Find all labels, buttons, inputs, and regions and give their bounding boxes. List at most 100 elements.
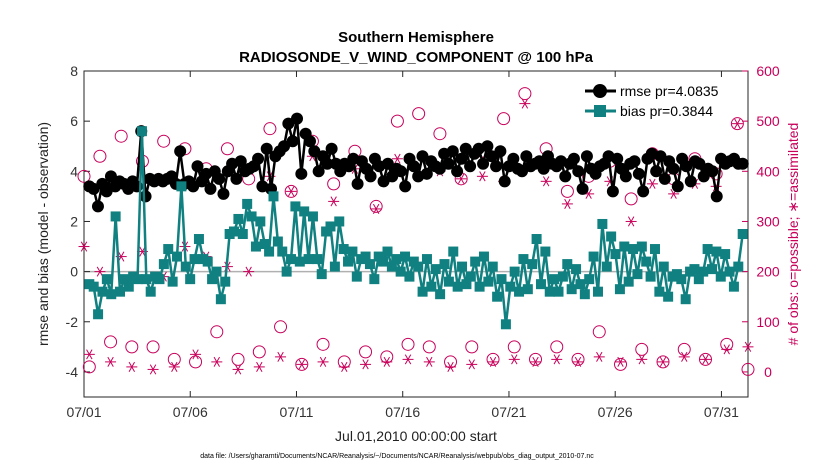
rmse-point (312, 165, 325, 178)
rmse-point (433, 162, 446, 175)
legend-bias-label: bias pr=0.3844 (620, 103, 713, 119)
asterisk-stroke (532, 356, 539, 367)
chart-title: Southern Hemisphere (338, 29, 494, 46)
y-right-tick-label: 500 (756, 113, 780, 129)
y-right-tick-label: 0 (764, 364, 772, 380)
bias-point (584, 274, 595, 285)
count-assimilated-marker (105, 356, 117, 367)
bias-point (500, 319, 511, 330)
bias-point (658, 261, 669, 272)
x-tick-label: 07/16 (385, 404, 420, 420)
bias-point (233, 213, 244, 224)
bias-point (329, 261, 340, 272)
bias-point (281, 266, 292, 277)
y-right-tick-label: 600 (756, 63, 780, 79)
count-assimilated-marker (275, 351, 287, 362)
y-tick-label: 8 (70, 63, 78, 79)
asterisk-stroke (681, 351, 688, 362)
count-possible-marker (507, 340, 521, 354)
asterisk-stroke (362, 359, 369, 370)
bias-point (176, 181, 187, 192)
y-right-tick-label: 300 (756, 213, 780, 229)
count-assimilated-marker (487, 356, 499, 367)
bias-point (237, 229, 248, 239)
asterisk-stroke (287, 186, 295, 197)
count-assimilated-marker (678, 351, 690, 362)
count-assimilated-marker (253, 361, 265, 372)
asterisk-stroke (171, 361, 178, 372)
rmse-point (174, 145, 187, 158)
rmse-point (507, 152, 520, 165)
bias-point (312, 254, 323, 265)
bias-point (439, 259, 450, 270)
bias-point (364, 259, 375, 270)
y-tick-label: 4 (70, 163, 78, 179)
count-assimilated-marker (530, 356, 542, 367)
count-possible-marker (327, 177, 341, 191)
count-possible-marker (359, 345, 373, 359)
bias-point (255, 216, 266, 227)
rmse-point (481, 140, 494, 153)
count-assimilated-marker (211, 356, 223, 367)
count-assimilated-marker (615, 356, 627, 367)
bias-point (544, 286, 555, 297)
count-possible-marker (220, 142, 234, 156)
asterisk-stroke (149, 364, 157, 375)
rmse-point (632, 167, 645, 180)
bias-point (115, 286, 126, 297)
rmse-point (516, 165, 529, 178)
rmse-point (351, 177, 364, 190)
bias-point (579, 289, 590, 300)
count-assimilated-marker (572, 356, 584, 367)
bias-point (347, 246, 358, 257)
bias-point (711, 246, 722, 257)
bias-point (571, 264, 582, 275)
bias-point (351, 271, 362, 282)
bias-point (706, 264, 717, 275)
rmse-point (286, 135, 299, 148)
count-possible-marker (104, 335, 118, 349)
legend-bias-marker (594, 105, 606, 117)
count-possible-marker (252, 345, 266, 359)
rmse-point (308, 145, 321, 158)
bias-point (487, 261, 498, 272)
asterisk-stroke (394, 153, 401, 164)
bias-point (566, 284, 577, 295)
asterisk-stroke (330, 196, 337, 207)
bias-point (369, 274, 380, 285)
rmse-point (295, 167, 308, 180)
bias-point (715, 271, 726, 282)
rmse-point (537, 162, 550, 175)
count-assimilated-marker (328, 196, 340, 207)
count-assimilated-marker (94, 266, 106, 277)
bias-point (220, 276, 231, 287)
x-tick-label: 07/31 (704, 404, 739, 420)
bias-point (211, 266, 222, 277)
rmse-point (459, 142, 472, 155)
count-possible-marker (146, 340, 160, 354)
bias-point (553, 286, 564, 297)
bias-point (408, 256, 419, 267)
rmse-point (87, 182, 100, 195)
count-possible-marker (295, 357, 309, 371)
count-possible-marker (699, 352, 713, 366)
count-assimilated-marker (168, 361, 180, 372)
bias-point (724, 266, 735, 277)
bias-point (382, 246, 393, 257)
count-possible-marker (550, 340, 564, 354)
bias-point (654, 286, 665, 297)
count-assimilated-marker (731, 118, 743, 129)
count-possible-marker (560, 184, 574, 198)
count-assimilated-marker (625, 216, 637, 227)
y-axis-right-label: # of obs: o=possible; ∗=assimilated (785, 123, 801, 346)
bias-point (531, 234, 542, 245)
bias-point (465, 271, 476, 282)
bias-point (522, 284, 533, 295)
bias-point (514, 286, 525, 297)
rmse-point (567, 152, 580, 165)
bias-point (610, 249, 621, 260)
rmse-point (91, 200, 104, 213)
bias-point (110, 211, 121, 222)
bias-point (623, 276, 634, 287)
asterisk-stroke (564, 198, 571, 209)
